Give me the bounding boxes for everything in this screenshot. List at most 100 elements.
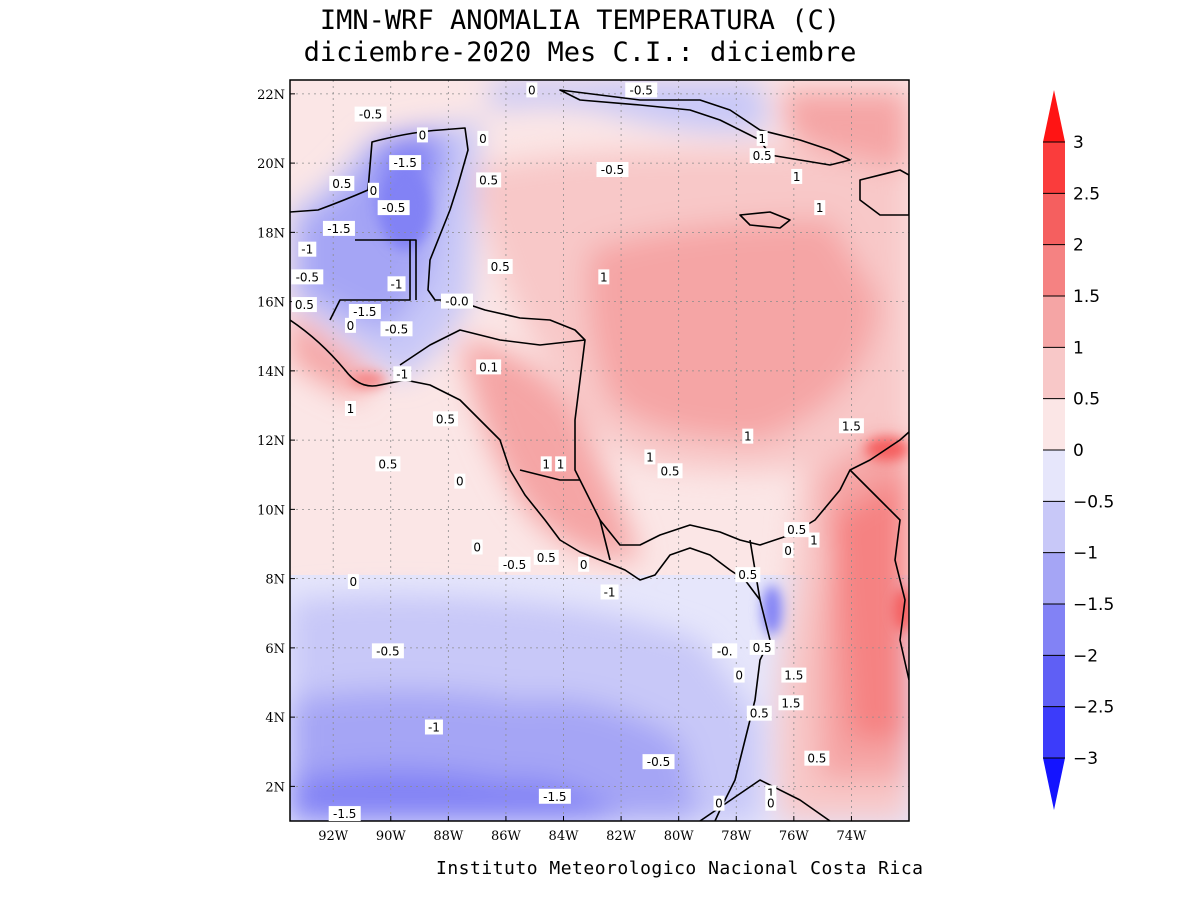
lat-tick-label: 10N (257, 503, 285, 518)
lat-tick-label: 6N (265, 642, 285, 657)
contour-label: -1.5 (327, 222, 350, 236)
lat-tick-label: 2N (265, 780, 285, 795)
colorbar-segment (1043, 655, 1065, 707)
colorbar-extend-bottom (1043, 758, 1065, 810)
colorbar-extend-top (1043, 90, 1065, 142)
colorbar-segment (1043, 347, 1065, 399)
contour-label: -1.5 (353, 305, 376, 319)
contour-label-bg (784, 522, 810, 538)
contour-label: -1 (428, 721, 440, 735)
contour-label: 0 (715, 797, 723, 811)
colorbar-label: −0.5 (1073, 492, 1114, 512)
contour-label-bg (713, 795, 725, 811)
contour-label-bg (749, 639, 775, 655)
contour-label-bg (533, 549, 559, 565)
contour-label-bg (733, 667, 745, 683)
contour-label: 0.5 (807, 752, 826, 766)
contour-label-bg (765, 795, 777, 811)
contour-label: -0. (717, 644, 733, 658)
contour-label-bg (367, 182, 379, 198)
border-belize (410, 239, 417, 300)
contour-label: 0 (479, 132, 487, 146)
contour-label: -1 (396, 367, 408, 381)
contour-label-bg (804, 750, 830, 766)
contour-label: -1 (301, 243, 313, 257)
colorbar-segment (1043, 450, 1065, 502)
contour-label: 1 (758, 132, 766, 146)
border-colombia-venezuela (849, 469, 909, 681)
contour-label-bg (387, 276, 406, 292)
contour-label: 1 (347, 402, 355, 416)
contour-label-bg (746, 705, 772, 721)
contour-label-bg (781, 667, 807, 683)
border-mexico-guatemala (329, 239, 411, 321)
contour-label: -0.5 (385, 322, 408, 336)
contour-label-bg (642, 754, 675, 770)
contour-label-bg (454, 473, 466, 489)
contour-label-bg (424, 719, 443, 735)
colorbar-label: 0 (1073, 441, 1084, 461)
lat-tick-label: 22N (257, 88, 285, 103)
contour-label: 0.5 (436, 412, 455, 426)
contour-label: 0.5 (738, 568, 757, 582)
contour-label-bg (782, 542, 794, 558)
longitude-labels: 92W 90W 88W 86W 84W 82W 80W 78W 76W 74W (318, 816, 867, 844)
contour-label-bg (814, 200, 826, 216)
lat-tick-label: 8N (265, 573, 285, 588)
contour-label: 0 (419, 128, 427, 142)
contour-label: 0 (580, 558, 588, 572)
contour-label-bg (808, 532, 820, 548)
colorbar-segment (1043, 398, 1065, 450)
contour-label-bg (380, 321, 413, 337)
contour-label: 0.5 (753, 149, 772, 163)
contour-label-bg (377, 200, 410, 216)
contour-label: 1.5 (784, 669, 803, 683)
contour-label: 0.5 (537, 551, 556, 565)
colorbar-label: −1 (1073, 544, 1098, 564)
contour-label-bg (540, 456, 552, 472)
contour-label: 1 (816, 201, 824, 215)
contour-label-bg (578, 556, 590, 572)
colorbar: 3 2.5 2 1.5 1 0.5 0 −0.5 −1 −1.5 −2 −2.5 −3 (1043, 90, 1114, 810)
contour-label: 1.5 (842, 419, 861, 433)
contour-label-bg (838, 418, 864, 434)
contour-label: -1.5 (333, 807, 356, 821)
contour-label: -0.5 (296, 270, 319, 284)
contour-label: -1 (391, 277, 403, 291)
colorbar-label: −3 (1073, 749, 1098, 769)
field-colombia-3 (830, 470, 909, 740)
border-honduras (399, 329, 586, 366)
colorbar-segment (1043, 501, 1065, 553)
contour-label: 0 (784, 544, 792, 558)
contour-label-bg (712, 643, 738, 659)
contour-label-bg (291, 269, 324, 285)
field-cuba-warm (780, 90, 909, 170)
hispaniola (859, 169, 909, 216)
contour-label-bg (742, 428, 754, 444)
colorbar-label: 2.5 (1073, 184, 1100, 204)
lon-tick-label: 86W (491, 829, 522, 844)
contour-label-bg (348, 303, 381, 319)
contour-label-bg (487, 258, 513, 274)
contour-label: 0 (456, 475, 464, 489)
contour-label: 1 (767, 786, 775, 800)
contour-label: 0 (735, 669, 743, 683)
contour-label-bg (322, 220, 355, 236)
colorbar-segment (1043, 604, 1065, 656)
colorbar-label: 1 (1073, 338, 1084, 358)
contour-label: -1.5 (393, 156, 416, 170)
contour-label: 0 (528, 83, 536, 97)
contour-label: -0.5 (359, 108, 382, 122)
contour-label-bg (477, 130, 489, 146)
colorbar-label: 3 (1073, 133, 1084, 153)
contour-label-bg (389, 155, 422, 171)
contour-label-bg (328, 806, 361, 822)
field-south-3 (290, 770, 620, 821)
contour-label-bg (625, 82, 658, 98)
border-costa-rica-panama (599, 519, 611, 561)
field-caribbean-2 (587, 220, 880, 440)
contour-label-bg (598, 269, 610, 285)
colorbar-label: −2 (1073, 646, 1098, 666)
lat-tick-label: 12N (257, 434, 285, 449)
